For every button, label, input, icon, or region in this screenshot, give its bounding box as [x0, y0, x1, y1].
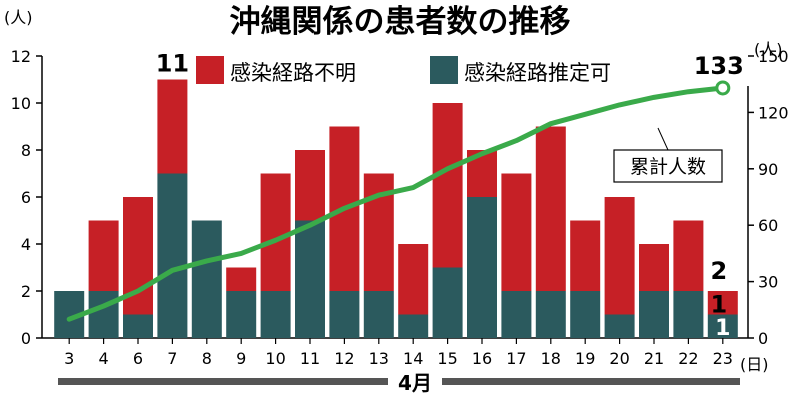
- right-axis-unit: (人): [754, 40, 783, 59]
- cumulative-label: 累計人数: [630, 156, 706, 178]
- left-tick-label: 4: [21, 235, 31, 254]
- bar-estimated: [329, 291, 360, 338]
- x-tick-label: 12: [334, 349, 354, 368]
- month-bar-right: [442, 378, 740, 385]
- cumulative-label-box: 累計人数: [613, 127, 723, 183]
- bar-unknown: [295, 150, 325, 221]
- legend-swatch-estimated: [430, 56, 458, 84]
- bar-estimated: [398, 314, 429, 338]
- bar-estimated: [570, 291, 601, 338]
- bar-unknown: [88, 220, 119, 291]
- bar-unknown: [398, 244, 429, 315]
- last-unknown-label: 2: [710, 257, 727, 285]
- month-bar: 4月: [58, 371, 740, 395]
- right-tick-label: 90: [758, 160, 778, 179]
- legend-swatch-unknown: [196, 56, 224, 84]
- x-tick-label: 3: [64, 349, 74, 368]
- bar-unknown: [604, 197, 635, 315]
- x-tick-label: 20: [609, 349, 629, 368]
- bar-estimated: [123, 314, 153, 338]
- cumulative-end-point: [715, 80, 731, 96]
- bar-estimated: [226, 291, 257, 338]
- x-tick-label: 23: [713, 349, 733, 368]
- left-tick-label: 2: [21, 282, 31, 301]
- bar-estimated: [260, 291, 291, 338]
- left-tick-label: 10: [11, 94, 31, 113]
- bar-unknown: [432, 103, 463, 268]
- x-tick-label: 11: [300, 349, 320, 368]
- bar-estimated: [639, 291, 669, 338]
- bar-unknown: [707, 291, 738, 315]
- month-label: 4月: [398, 371, 432, 395]
- bar-unknown: [501, 173, 532, 291]
- left-tick-label: 8: [21, 141, 31, 160]
- left-axis-ticks: 0 2 4 6 8 10 12: [11, 47, 42, 348]
- bar-estimated: [501, 291, 532, 338]
- x-tick-label: 16: [472, 349, 492, 368]
- x-axis-ticks: 3 4 6 7 8 9 10 11 12 13 14 15 16 17 18 19 20 21 22 23: [64, 338, 733, 368]
- cumulative-line: [66, 85, 726, 322]
- left-axis-unit: (人): [4, 8, 33, 27]
- bar-estimated: [295, 220, 325, 338]
- peak-value-label: 11: [156, 50, 189, 78]
- x-tick-label: 6: [133, 349, 143, 368]
- cumulative-last-label: 133: [694, 52, 744, 80]
- bar-unknown: [157, 79, 188, 174]
- x-tick-label: 18: [541, 349, 561, 368]
- x-tick-label: 19: [575, 349, 595, 368]
- bar-unknown: [673, 220, 704, 291]
- right-tick-label: 0: [758, 329, 768, 348]
- x-axis-unit: (日): [740, 355, 769, 374]
- x-tick-label: 7: [167, 349, 177, 368]
- bar-estimated: [707, 314, 738, 338]
- left-tick-label: 6: [21, 188, 31, 207]
- bar-estimated: [88, 291, 119, 338]
- bar-estimated: [535, 291, 566, 338]
- x-tick-label: 14: [403, 349, 423, 368]
- left-tick-label: 12: [11, 47, 31, 66]
- bar-estimated: [467, 197, 497, 338]
- legend: 感染経路不明 感染経路推定可: [196, 56, 611, 85]
- cumulative-line-group: [66, 80, 731, 322]
- right-tick-label: 60: [758, 216, 778, 235]
- cumulative-label-pointer: [657, 127, 669, 151]
- bar-estimated: [191, 220, 222, 338]
- right-axis-ticks: 0 30 60 90 120 150: [748, 47, 789, 348]
- month-bar-left: [58, 378, 388, 385]
- right-tick-label: 150: [758, 47, 789, 66]
- bars: [54, 79, 738, 338]
- bar-estimated: [604, 314, 635, 338]
- bar-unknown: [260, 173, 291, 291]
- bar-unknown: [639, 244, 669, 291]
- bar-estimated: [157, 173, 188, 338]
- last-estimated-inner-label: 1: [715, 316, 730, 341]
- x-tick-label: 9: [236, 349, 246, 368]
- bar-estimated: [363, 291, 394, 338]
- bar-unknown: [570, 220, 601, 291]
- legend-label-unknown: 感染経路不明: [230, 61, 356, 85]
- chart-title: 沖縄関係の患者数の推移: [230, 4, 571, 40]
- x-tick-label: 8: [202, 349, 212, 368]
- bar-estimated: [432, 267, 463, 338]
- bar-unknown: [226, 267, 257, 291]
- x-tick-label: 17: [506, 349, 526, 368]
- x-tick-label: 22: [678, 349, 698, 368]
- x-tick-label: 15: [437, 349, 457, 368]
- x-tick-label: 13: [369, 349, 389, 368]
- x-tick-label: 10: [265, 349, 285, 368]
- bar-unknown: [535, 126, 566, 291]
- bar-estimated: [673, 291, 704, 338]
- left-tick-label: 0: [21, 329, 31, 348]
- legend-label-estimated: 感染経路推定可: [464, 61, 611, 85]
- right-tick-label: 30: [758, 273, 778, 292]
- right-tick-label: 120: [758, 103, 789, 122]
- x-tick-label: 21: [644, 349, 664, 368]
- last-estimated-top-label: 1: [710, 291, 727, 319]
- x-tick-label: 4: [99, 349, 109, 368]
